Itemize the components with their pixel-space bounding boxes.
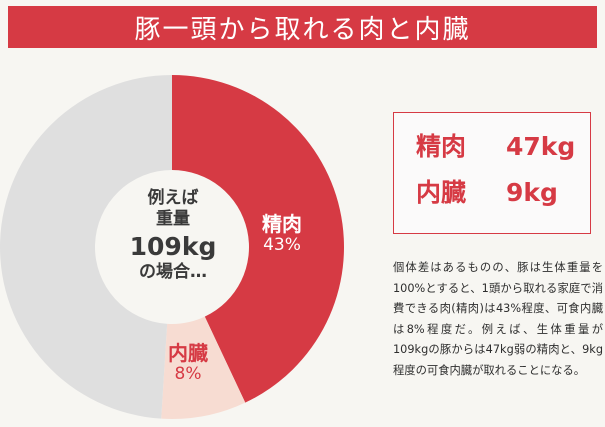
slice-label-organs-percent: 8% xyxy=(174,364,202,384)
summary-label-organs: 内臓 xyxy=(416,178,467,207)
summary-row-meat: 精肉 47kg xyxy=(394,127,590,173)
donut-center-text: 例えば 重量 109kg の場合… xyxy=(113,188,233,283)
summary-value-organs: 9kg xyxy=(506,178,558,207)
slice-label-meat-name: 精肉 xyxy=(262,212,302,236)
summary-box: 精肉 47kg 内臓 9kg xyxy=(393,112,591,234)
summary-row-organs: 内臓 9kg xyxy=(394,173,590,219)
summary-label-meat: 精肉 xyxy=(416,132,467,161)
description-text: 個体差はあるものの、豚は生体重量を100%とすると、1頭から取れる家庭で消費でき… xyxy=(393,261,603,377)
center-text-line4: の場合… xyxy=(139,261,207,282)
center-text-weight: 109kg xyxy=(129,231,217,261)
pie-slice-other xyxy=(0,75,173,419)
slice-label-meat: 精肉 43% xyxy=(252,213,312,256)
center-text-line2: 重量 xyxy=(156,209,190,230)
summary-value-meat: 47kg xyxy=(506,132,576,161)
slice-label-meat-percent: 43% xyxy=(263,235,301,255)
pie-slice-meat xyxy=(172,75,344,403)
pie-slice-organs xyxy=(161,316,246,419)
page-title: 豚一頭から取れる肉と内臓 xyxy=(8,6,597,48)
center-text-line1: 例えば xyxy=(147,188,199,208)
slice-label-organs-name: 内臓 xyxy=(168,341,208,365)
slice-label-organs: 内臓 8% xyxy=(160,342,216,385)
